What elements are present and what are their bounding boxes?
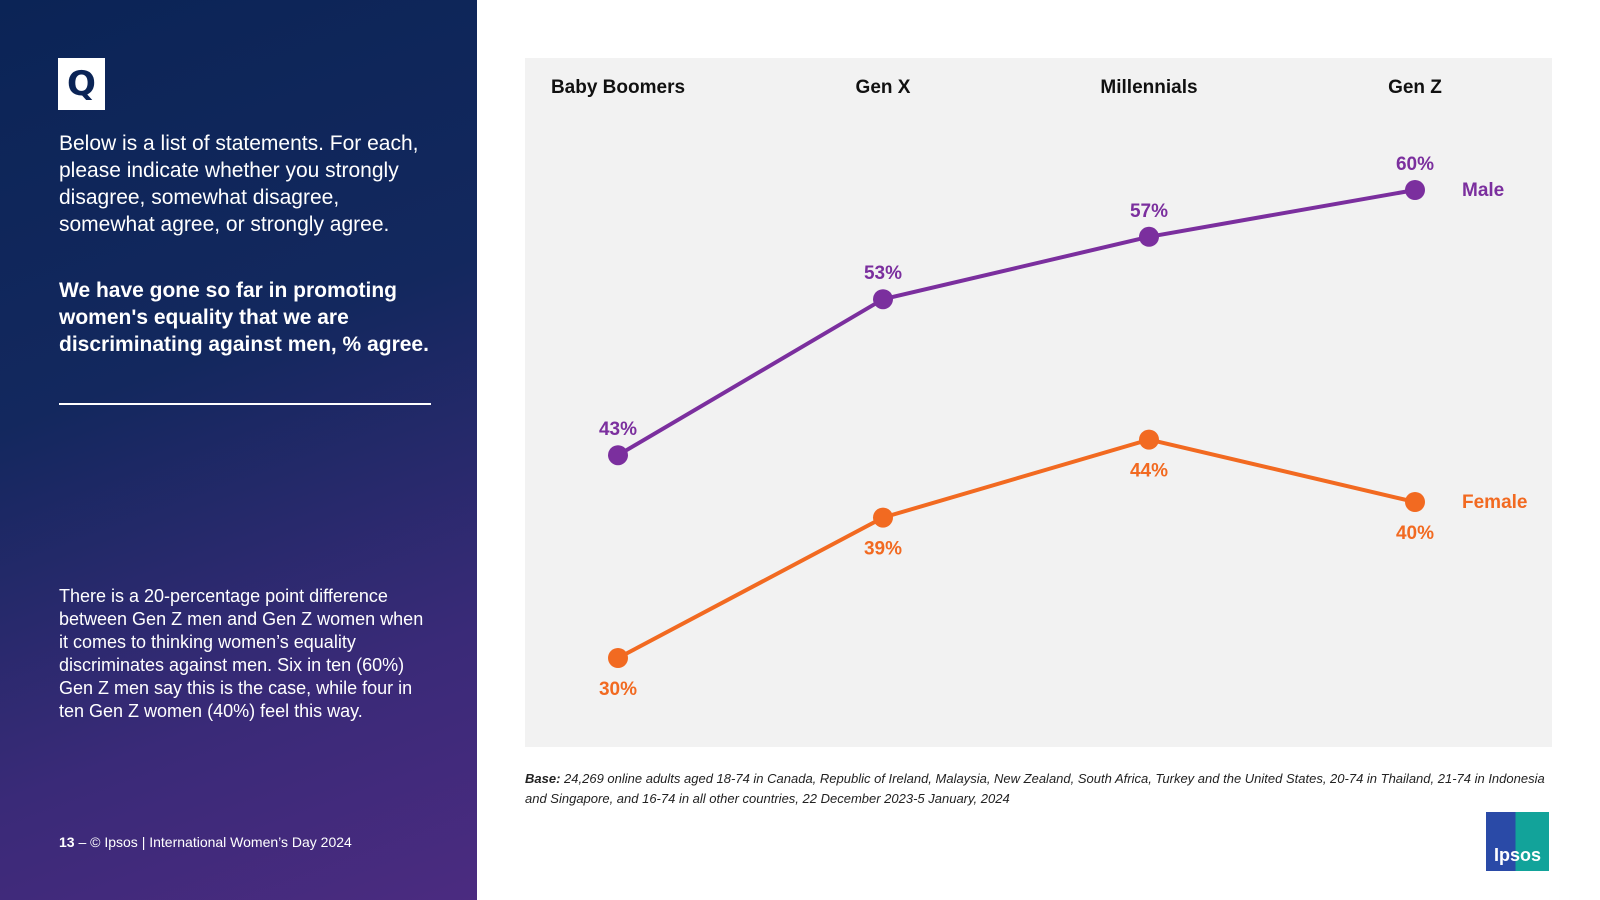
data-point xyxy=(1139,429,1159,450)
series-label: Male xyxy=(1462,180,1504,201)
category-label: Gen Z xyxy=(1388,77,1442,98)
chart-area xyxy=(525,58,1552,747)
data-point xyxy=(608,445,628,466)
question-text: Below is a list of statements. For each,… xyxy=(59,132,419,236)
insight-note: There is a 20-percentage point differenc… xyxy=(59,586,424,721)
data-label: 57% xyxy=(1130,201,1168,222)
statement-text: We have gone so far in promoting women's… xyxy=(59,279,429,356)
series-label: Female xyxy=(1462,492,1527,513)
data-label: 30% xyxy=(599,679,637,700)
base-note: Base: 24,269 online adults aged 18-74 in… xyxy=(525,769,1545,809)
series-line-male xyxy=(616,188,1416,457)
sidebar: Q Below is a list of statements. For eac… xyxy=(0,0,477,900)
base-label: Base: xyxy=(525,771,561,786)
data-point xyxy=(873,507,893,528)
data-label: 53% xyxy=(864,263,902,284)
footer: 13 – © Ipsos | International Women’s Day… xyxy=(59,834,352,850)
ipsos-logo: Ipsos xyxy=(1486,812,1549,871)
data-point xyxy=(1405,492,1425,512)
divider xyxy=(59,403,431,405)
base-text: 24,269 online adults aged 18-74 in Canad… xyxy=(525,771,1545,806)
category-label: Millennials xyxy=(1100,77,1197,98)
category-label: Baby Boomers xyxy=(551,77,685,98)
data-label: 40% xyxy=(1396,523,1434,544)
data-label: 43% xyxy=(599,419,637,440)
data-label: 44% xyxy=(1130,461,1168,482)
data-point xyxy=(1139,226,1159,247)
data-point xyxy=(1405,180,1425,200)
data-point xyxy=(873,289,893,310)
series-line-female xyxy=(617,437,1416,660)
category-label: Gen X xyxy=(856,77,911,98)
data-label: 39% xyxy=(864,539,902,560)
page-number: 13 xyxy=(59,834,75,850)
data-point xyxy=(608,648,628,668)
data-label: 60% xyxy=(1396,154,1434,175)
question-icon: Q xyxy=(58,58,105,110)
footer-text: – © Ipsos | International Women’s Day 20… xyxy=(74,834,352,850)
